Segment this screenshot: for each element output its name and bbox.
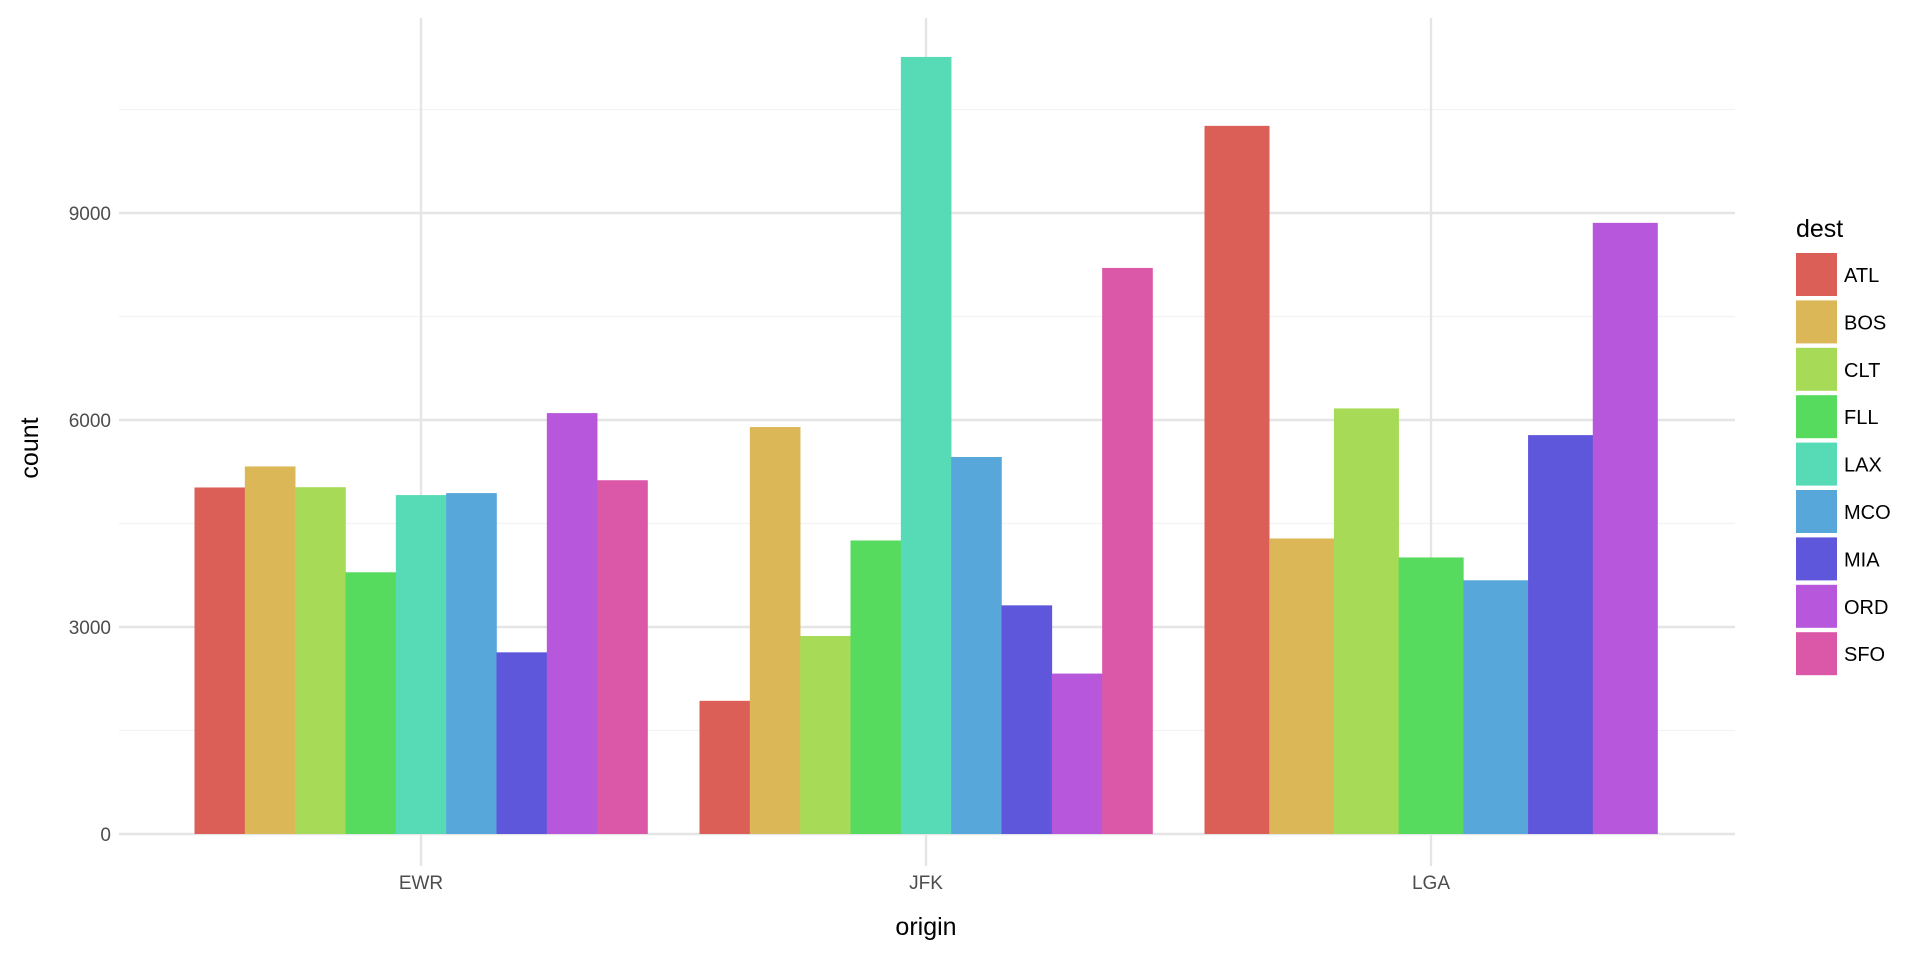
bar-lga-atl: LGA ATL: 10263 (1204, 125, 1270, 834)
bar-lga-bos: LGA BOS: 4283 (1269, 538, 1335, 834)
bar-jfk-ord: JFK ORD: 2325 (1051, 673, 1103, 834)
bars: EWR ATL: 5022EWR BOS: 5327EWR CLT: 5026E… (194, 56, 1658, 835)
legend-key-bos (1796, 300, 1837, 344)
legend-label: MIA (1844, 549, 1880, 571)
y-axis-ticks: 0 3000 6000 9000 (69, 204, 111, 846)
y-tick-label: 9000 (69, 204, 111, 225)
legend-title: dest (1796, 215, 1843, 243)
bar-ewr-atl: EWR ATL: 5022 (194, 487, 246, 834)
legend-key-sfo (1796, 632, 1837, 676)
y-tick-label: 6000 (69, 411, 111, 432)
legend-label: ORD (1844, 597, 1888, 619)
x-tick-label: LGA (1412, 873, 1450, 894)
bar-jfk-lax: JFK LAX: 11262 (900, 56, 952, 835)
bar-ewr-ord: EWR ORD: 6100 (546, 413, 598, 834)
x-axis-title: origin (895, 913, 956, 941)
bar-lga-clt: LGA CLT: 6168 (1333, 408, 1399, 834)
legend-key-atl (1796, 253, 1837, 296)
y-axis-title: count (16, 417, 44, 478)
bar-jfk-sfo: JFK SFO: 8204 (1102, 267, 1153, 834)
bar-lga-fll: LGA FLL: 4008 (1398, 557, 1464, 834)
legend-key-clt (1796, 347, 1837, 391)
legend-key-mia (1796, 537, 1837, 581)
bar-ewr-clt: EWR CLT: 5026 (295, 487, 346, 834)
bar-lga-mco: LGA MCO: 3677 (1463, 580, 1529, 834)
bar-jfk-mia: JFK MIA: 3314 (1001, 605, 1053, 834)
bar-ewr-fll: EWR FLL: 3793 (345, 572, 397, 834)
bar-ewr-mia: EWR MIA: 2633 (496, 652, 548, 834)
legend-label: MCO (1844, 502, 1891, 524)
bar-ewr-sfo: EWR SFO: 5127 (597, 480, 648, 834)
legend: dest ATL BOS CLT FLL LAX MCO MIA ORD SFO (1796, 215, 1891, 676)
x-axis-ticks: EWR JFK LGA (399, 873, 1450, 894)
x-tick-label: JFK (909, 873, 943, 894)
bar-jfk-bos: JFK BOS: 5898 (749, 427, 801, 834)
bar-ewr-bos: EWR BOS: 5327 (244, 466, 296, 834)
legend-key-mco (1796, 490, 1837, 533)
legend-label: BOS (1844, 312, 1886, 334)
bar-jfk-atl: JFK ATL: 1930 (699, 700, 751, 834)
bar-jfk-fll: JFK FLL: 4254 (850, 540, 902, 834)
legend-label: LAX (1844, 455, 1882, 477)
bar-jfk-mco: JFK MCO: 5464 (951, 456, 1002, 834)
legend-key-fll (1796, 395, 1837, 439)
legend-label: ATL (1844, 265, 1879, 287)
legend-label: SFO (1844, 644, 1885, 666)
y-tick-label: 3000 (69, 618, 111, 639)
legend-label: CLT (1844, 360, 1880, 382)
bar-jfk-clt: JFK CLT: 2870 (800, 635, 851, 834)
bar-ewr-mco: EWR MCO: 4941 (446, 493, 497, 834)
bar-lga-ord: LGA ORD: 8857 (1592, 222, 1658, 834)
x-tick-label: EWR (399, 873, 443, 894)
bar-lga-mia: LGA MIA: 5781 (1528, 435, 1594, 834)
y-tick-label: 0 (100, 825, 111, 846)
legend-key-ord (1796, 584, 1837, 628)
bar-ewr-lax: EWR LAX: 4912 (395, 495, 447, 834)
legend-key-lax (1796, 442, 1837, 486)
legend-label: FLL (1844, 407, 1878, 429)
